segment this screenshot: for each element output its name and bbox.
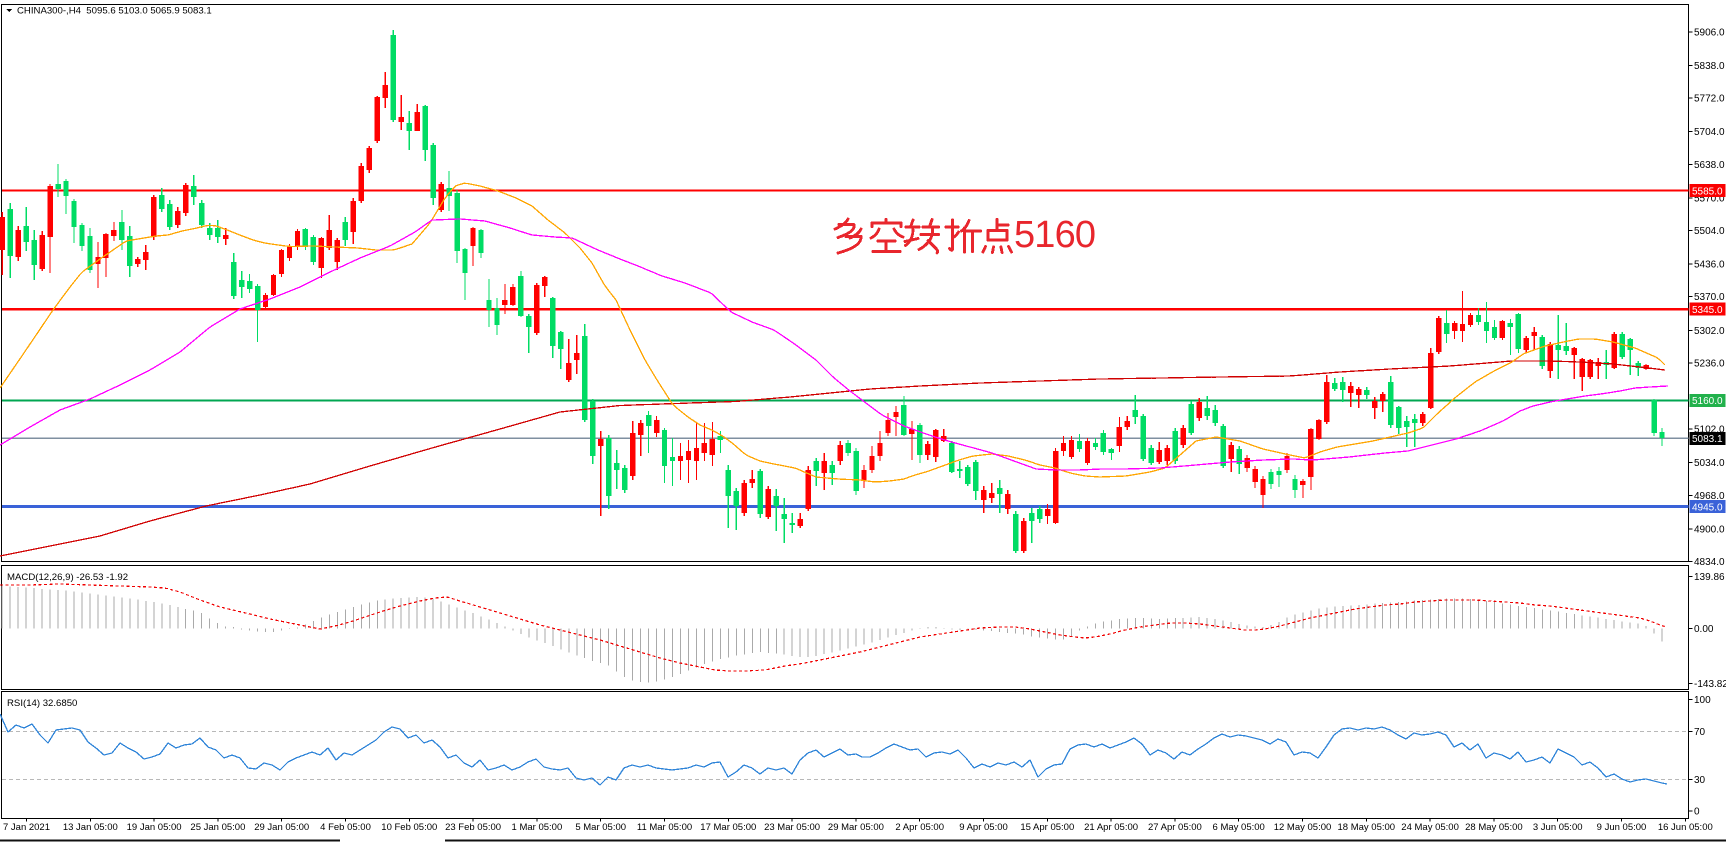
svg-text:18 May 05:00: 18 May 05:00 [1338,822,1396,833]
svg-text:5906.0: 5906.0 [1694,27,1725,38]
svg-text:5570.0: 5570.0 [1694,193,1725,204]
svg-text:4834.0: 4834.0 [1694,557,1725,568]
svg-text:139.86: 139.86 [1694,572,1725,583]
svg-text:RSI(14) 32.6850: RSI(14) 32.6850 [7,698,77,709]
svg-text:5370.0: 5370.0 [1694,292,1725,303]
svg-text:5034.0: 5034.0 [1694,458,1725,469]
svg-text:5 Mar 05:00: 5 Mar 05:00 [575,822,626,833]
svg-text:5160.0: 5160.0 [1692,396,1723,407]
svg-text:12 May 05:00: 12 May 05:00 [1274,822,1332,833]
svg-text:21 Apr 05:00: 21 Apr 05:00 [1084,822,1138,833]
svg-text:9 Jun 05:00: 9 Jun 05:00 [1597,822,1647,833]
svg-text:11 Mar 05:00: 11 Mar 05:00 [637,822,692,833]
svg-text:CHINA300-,H4 5095.6 5103.0 50: CHINA300-,H4 5095.6 5103.0 5065.9 5083.1 [17,6,212,17]
svg-text:27 Apr 05:00: 27 Apr 05:00 [1148,822,1202,833]
svg-text:15 Apr 05:00: 15 Apr 05:00 [1020,822,1074,833]
svg-text:5585.0: 5585.0 [1692,186,1723,197]
svg-text:4900.0: 4900.0 [1694,524,1725,535]
svg-text:MACD(12,26,9) -26.53 -1.92: MACD(12,26,9) -26.53 -1.92 [7,572,128,583]
svg-text:25 Jan 05:00: 25 Jan 05:00 [190,822,245,833]
svg-text:5160: 5160 [1014,214,1096,256]
svg-text:5772.0: 5772.0 [1694,94,1725,105]
svg-text:23 Mar 05:00: 23 Mar 05:00 [764,822,820,833]
svg-text:70: 70 [1694,727,1706,738]
svg-text:5102.0: 5102.0 [1694,425,1725,436]
svg-text:13 Jan 05:00: 13 Jan 05:00 [63,822,118,833]
svg-text:5236.0: 5236.0 [1694,358,1725,369]
svg-text:3 Jun 05:00: 3 Jun 05:00 [1533,822,1583,833]
svg-text:29 Jan 05:00: 29 Jan 05:00 [254,822,309,833]
svg-text:1 Mar 05:00: 1 Mar 05:00 [512,822,563,833]
svg-text:30: 30 [1694,775,1706,786]
svg-text:0: 0 [1694,807,1700,818]
svg-text:5504.0: 5504.0 [1694,226,1725,237]
svg-text:16 Jun 05:00: 16 Jun 05:00 [1658,822,1713,833]
svg-text:5345.0: 5345.0 [1692,305,1723,316]
svg-text:24 May 05:00: 24 May 05:00 [1401,822,1459,833]
svg-text:28 May 05:00: 28 May 05:00 [1465,822,1523,833]
svg-text:10 Feb 05:00: 10 Feb 05:00 [381,822,437,833]
svg-text:19 Jan 05:00: 19 Jan 05:00 [127,822,182,833]
svg-text:4945.0: 4945.0 [1692,503,1723,514]
svg-text:6 May 05:00: 6 May 05:00 [1213,822,1265,833]
svg-text:4968.0: 4968.0 [1694,491,1725,502]
svg-text:0.00: 0.00 [1694,624,1714,635]
svg-text:5302.0: 5302.0 [1694,326,1725,337]
svg-text:17 Mar 05:00: 17 Mar 05:00 [700,822,756,833]
svg-text:29 Mar 05:00: 29 Mar 05:00 [828,822,884,833]
svg-text:100: 100 [1694,695,1711,706]
svg-text:-143.82: -143.82 [1694,679,1726,690]
svg-text:5436.0: 5436.0 [1694,260,1725,271]
svg-text:9 Apr 05:00: 9 Apr 05:00 [959,822,1008,833]
svg-text:5083.1: 5083.1 [1692,434,1723,445]
svg-text:4 Feb 05:00: 4 Feb 05:00 [320,822,371,833]
svg-text:5838.0: 5838.0 [1694,61,1725,72]
svg-text:7 Jan 2021: 7 Jan 2021 [3,822,50,833]
svg-text:5704.0: 5704.0 [1694,127,1725,138]
svg-text:5638.0: 5638.0 [1694,160,1725,171]
svg-text:23 Feb 05:00: 23 Feb 05:00 [445,822,501,833]
svg-text:2 Apr 05:00: 2 Apr 05:00 [895,822,944,833]
